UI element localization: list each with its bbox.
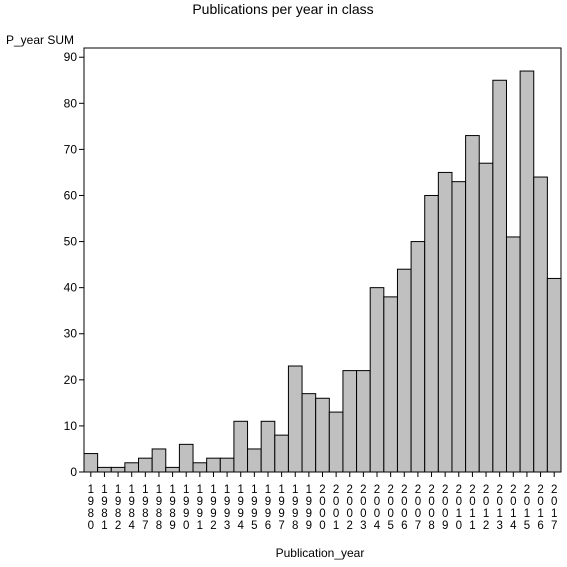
y-tick-label: 20 [64, 373, 78, 387]
y-tick-label: 0 [70, 465, 77, 479]
bar-2006 [396, 268, 412, 473]
bar-2016 [533, 176, 548, 473]
bar-1987 [138, 457, 153, 473]
y-tick-label: 80 [64, 96, 78, 110]
bar-1984 [124, 462, 140, 473]
bar-2003 [356, 370, 371, 473]
bar-2002 [342, 370, 358, 473]
y-tick-label: 40 [64, 281, 78, 295]
bar-2013 [492, 79, 507, 473]
x-axis-label: Publication_year [276, 546, 365, 560]
y-tick-label: 90 [64, 50, 78, 64]
bar-2017 [546, 277, 562, 473]
y-tick-label: 10 [64, 419, 78, 433]
bar-1988 [151, 448, 167, 473]
y-tick-label: 70 [64, 142, 78, 156]
bar-1989 [165, 466, 180, 473]
bar-1995 [247, 448, 262, 473]
bar-1991 [192, 462, 208, 473]
y-axis-ticks: 0 10 20 30 40 50 60 70 80 90 [64, 50, 84, 479]
bar-2009 [437, 171, 453, 473]
y-tick-label: 30 [64, 327, 78, 341]
y-tick-label: 50 [64, 235, 78, 249]
x-axis-tick-labels: 1 9 8 0 1 9 8 1 1 9 8 2 1 9 8 4 1 9 8 7 1 9 8 8 1 9 8 9 1 9 9 0 1 9 9 1 1 9 9 2… [88, 472, 557, 532]
bars [83, 70, 562, 473]
chart-title: Publications per year in class [192, 1, 373, 17]
bar-2004 [369, 287, 385, 473]
bar-1999 [301, 393, 317, 473]
bar-1994 [233, 420, 249, 473]
bar-2000 [315, 397, 330, 473]
bar-2008 [424, 194, 439, 473]
bar-1998 [287, 365, 303, 473]
bar-1990 [178, 443, 194, 473]
bar-1992 [206, 457, 221, 473]
bar-1997 [274, 434, 289, 473]
bar-2010 [451, 181, 467, 473]
bar-2012 [478, 162, 494, 473]
bar-2011 [465, 135, 480, 473]
bar-1996 [260, 420, 276, 473]
y-tick-label: 60 [64, 188, 78, 202]
bar-1980 [83, 453, 99, 473]
bar-2015 [519, 70, 535, 473]
plot-frame [83, 47, 562, 473]
bar-1982 [110, 466, 126, 473]
y-axis-label: P_year SUM [6, 33, 74, 47]
bar-2007 [410, 241, 426, 473]
bar-2001 [328, 411, 344, 473]
bar-1981 [97, 466, 112, 473]
bar-2014 [505, 236, 521, 473]
bar-2005 [383, 296, 398, 473]
bar-1993 [219, 457, 235, 473]
